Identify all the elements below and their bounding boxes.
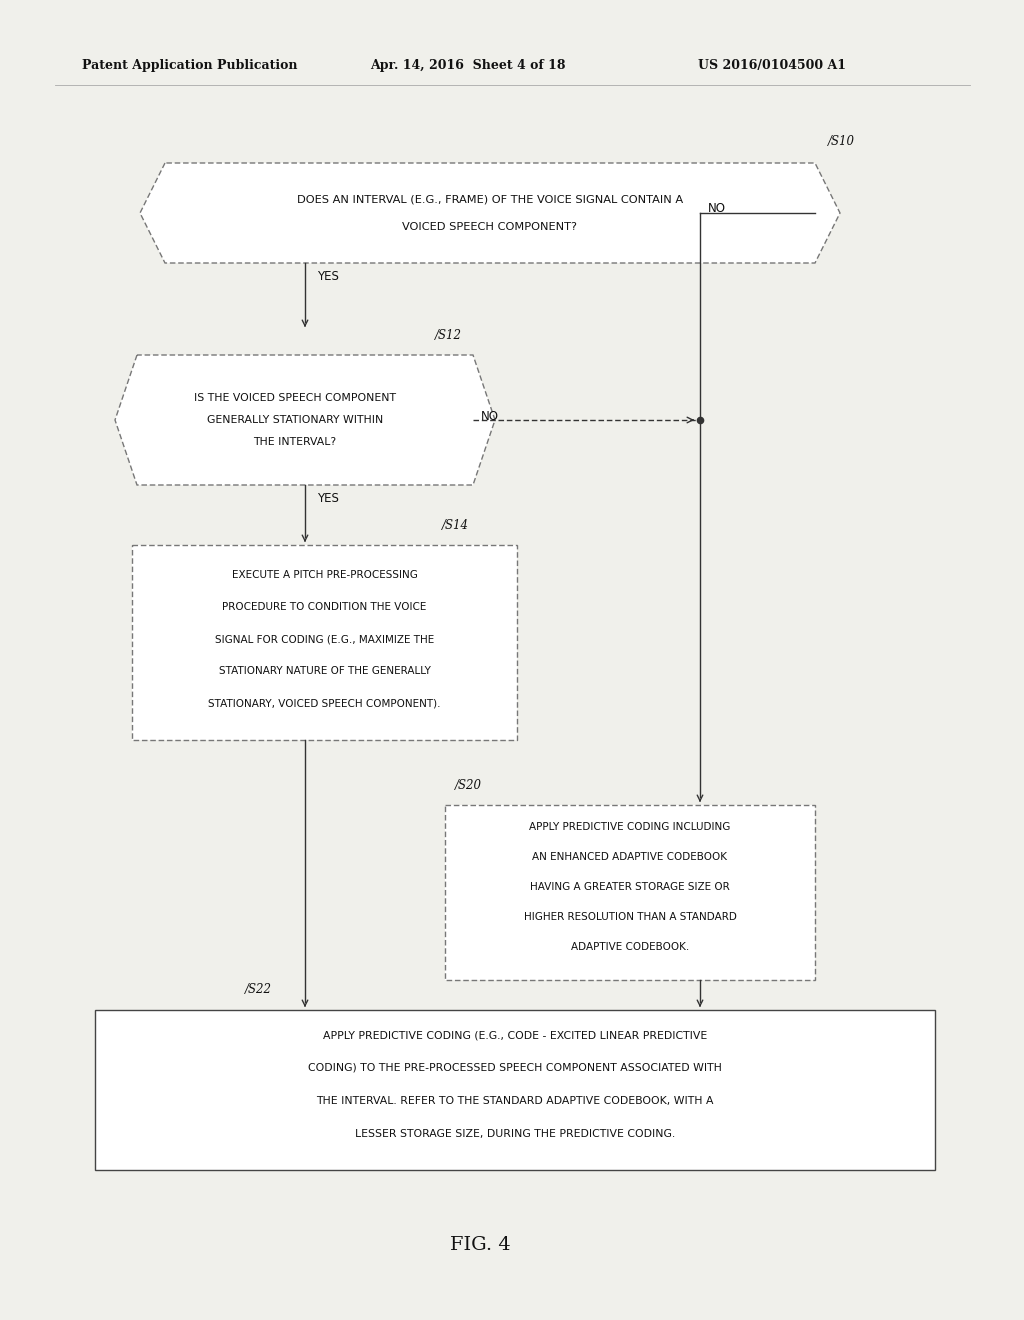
Text: THE INTERVAL?: THE INTERVAL? [253,437,337,447]
Text: IS THE VOICED SPEECH COMPONENT: IS THE VOICED SPEECH COMPONENT [194,393,396,403]
Text: GENERALLY STATIONARY WITHIN: GENERALLY STATIONARY WITHIN [207,414,383,425]
Text: APPLY PREDICTIVE CODING INCLUDING: APPLY PREDICTIVE CODING INCLUDING [529,822,731,832]
Text: Patent Application Publication: Patent Application Publication [82,58,298,71]
Bar [132,545,517,741]
Bar [132,545,517,741]
Text: EXECUTE A PITCH PRE-PROCESSING: EXECUTE A PITCH PRE-PROCESSING [231,570,418,579]
Text: Apr. 14, 2016  Sheet 4 of 18: Apr. 14, 2016 Sheet 4 of 18 [370,58,565,71]
Text: /S20: /S20 [455,779,482,792]
Text: /S12: /S12 [435,329,462,342]
Text: STATIONARY, VOICED SPEECH COMPONENT).: STATIONARY, VOICED SPEECH COMPONENT). [208,698,440,708]
Text: VOICED SPEECH COMPONENT?: VOICED SPEECH COMPONENT? [402,222,578,232]
Text: US 2016/0104500 A1: US 2016/0104500 A1 [698,58,846,71]
Text: HIGHER RESOLUTION THAN A STANDARD: HIGHER RESOLUTION THAN A STANDARD [523,912,736,921]
Text: CODING) TO THE PRE-PROCESSED SPEECH COMPONENT ASSOCIATED WITH: CODING) TO THE PRE-PROCESSED SPEECH COMP… [308,1063,722,1073]
Bar [95,1010,935,1170]
Text: /S10: /S10 [828,135,855,148]
Bar [95,1010,935,1170]
Text: FIG. 4: FIG. 4 [450,1236,510,1254]
Text: HAVING A GREATER STORAGE SIZE OR: HAVING A GREATER STORAGE SIZE OR [530,882,730,892]
Text: ADAPTIVE CODEBOOK.: ADAPTIVE CODEBOOK. [570,942,689,952]
Bar [445,805,815,979]
Text: /S22: /S22 [245,983,272,997]
Text: THE INTERVAL. REFER TO THE STANDARD ADAPTIVE CODEBOOK, WITH A: THE INTERVAL. REFER TO THE STANDARD ADAP… [316,1096,714,1106]
Text: NO: NO [708,202,726,215]
Text: YES: YES [317,492,339,506]
Text: YES: YES [317,271,339,284]
Polygon shape [140,162,840,263]
Text: APPLY PREDICTIVE CODING (E.G., CODE - EXCITED LINEAR PREDICTIVE: APPLY PREDICTIVE CODING (E.G., CODE - EX… [323,1030,708,1040]
Text: AN ENHANCED ADAPTIVE CODEBOOK: AN ENHANCED ADAPTIVE CODEBOOK [532,851,727,862]
Text: SIGNAL FOR CODING (E.G., MAXIMIZE THE: SIGNAL FOR CODING (E.G., MAXIMIZE THE [215,634,434,644]
Text: STATIONARY NATURE OF THE GENERALLY: STATIONARY NATURE OF THE GENERALLY [218,667,430,676]
Text: PROCEDURE TO CONDITION THE VOICE: PROCEDURE TO CONDITION THE VOICE [222,602,427,612]
Bar [445,805,815,979]
Text: LESSER STORAGE SIZE, DURING THE PREDICTIVE CODING.: LESSER STORAGE SIZE, DURING THE PREDICTI… [355,1129,675,1139]
Text: /S14: /S14 [442,519,469,532]
Text: NO: NO [481,409,499,422]
Text: DOES AN INTERVAL (E.G., FRAME) OF THE VOICE SIGNAL CONTAIN A: DOES AN INTERVAL (E.G., FRAME) OF THE VO… [297,194,683,205]
Polygon shape [115,355,495,484]
